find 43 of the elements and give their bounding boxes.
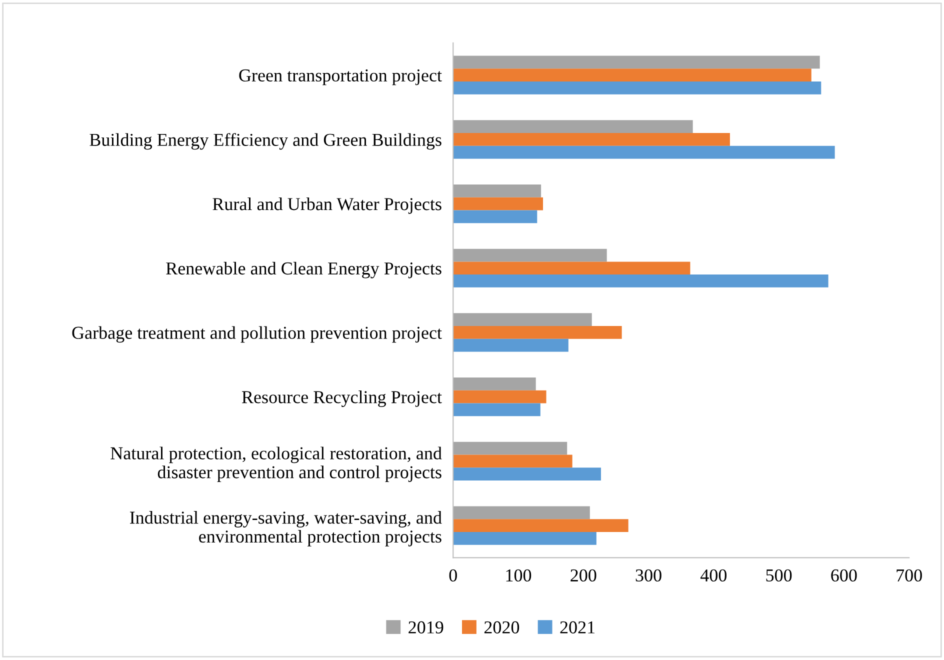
bar [453, 338, 568, 352]
x-tick-label: 300 [636, 569, 662, 582]
x-tick-label: 500 [766, 569, 792, 582]
bar [453, 454, 572, 468]
x-tick-label: 400 [700, 569, 727, 582]
x-tick-label: 600 [831, 569, 857, 582]
bar [453, 184, 542, 198]
bar [453, 313, 592, 326]
legend-label: 2019 [408, 621, 444, 634]
y-tick-label: Renewable and Clean Energy Projects [166, 262, 442, 278]
bar [453, 506, 590, 520]
x-tick-label: 200 [570, 569, 596, 582]
bar [453, 248, 607, 262]
x-tick-label: 700 [896, 569, 922, 582]
legend-label: 2020 [484, 621, 520, 634]
x-tick-label: 0 [449, 569, 457, 582]
bar [453, 210, 538, 224]
bar [453, 274, 828, 288]
bar [453, 442, 568, 455]
bar [453, 390, 546, 404]
bar [453, 326, 622, 339]
x-tick-label: 100 [506, 569, 532, 582]
bar [453, 82, 822, 94]
bar [453, 378, 536, 390]
bar [453, 146, 835, 159]
y-tick-label: Garbage treatment and pollution prevention project [72, 326, 442, 343]
bar [453, 120, 693, 133]
y-tick-label: Green transportation project [239, 69, 442, 86]
y-tick-label: Resource Recycling Project [242, 390, 442, 407]
bar [453, 262, 690, 275]
legend-label: 2021 [560, 621, 595, 634]
bar [453, 68, 812, 82]
bar [453, 468, 601, 480]
y-tick-label: Building Energy Efficiency and Green Buildings [90, 133, 442, 150]
y-tick-label: Rural and Urban Water Projects [212, 198, 442, 214]
bar [453, 56, 820, 69]
y-tick-label: Natural protection, ecological restoration, and disaster prevention and control projects [110, 446, 442, 482]
y-tick-label: Industrial energy-saving, water-saving, and environmental protection projects [130, 511, 442, 546]
bar [453, 197, 544, 210]
bar [453, 403, 540, 416]
bar [453, 532, 596, 545]
bar [453, 519, 628, 532]
bar [453, 132, 730, 146]
